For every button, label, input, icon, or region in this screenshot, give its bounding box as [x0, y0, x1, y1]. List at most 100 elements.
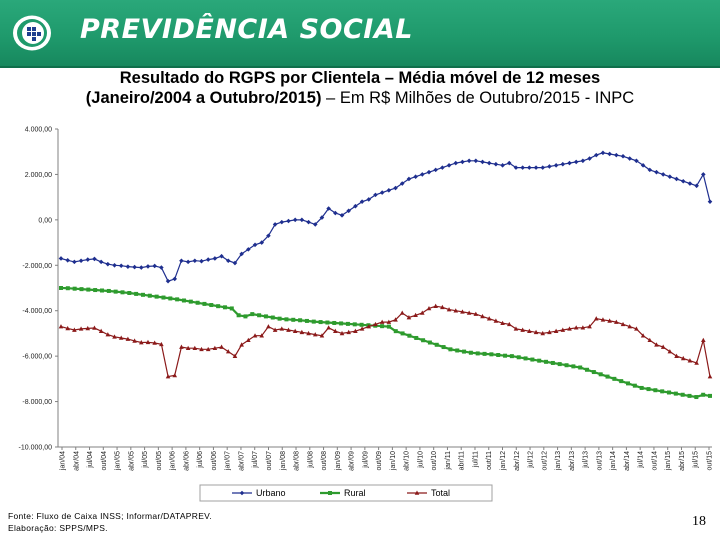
x-tick-label: abr/07	[238, 451, 245, 471]
data-point-urbano	[379, 190, 385, 195]
data-point-urbano	[192, 258, 198, 264]
footer-credit: Elaboração: SPPS/MPS.	[8, 523, 108, 533]
data-point-rural	[120, 290, 125, 295]
data-point-total	[78, 326, 84, 331]
data-point-urbano	[419, 172, 425, 177]
y-tick-label: 0,00	[38, 217, 52, 224]
data-point-rural	[59, 286, 63, 290]
data-point-rural	[605, 374, 610, 379]
data-point-rural	[482, 351, 487, 356]
chart-title-units: – Em R$ Milhões de Outubro/2015 - INPC	[321, 89, 635, 107]
data-point-total	[232, 353, 238, 358]
data-point-total	[145, 339, 151, 345]
x-tick-label: abr/11	[459, 451, 466, 470]
data-point-total	[580, 325, 586, 330]
y-tick-label: -4.000,00	[22, 308, 52, 315]
data-point-urbano	[259, 240, 265, 245]
data-point-rural	[202, 301, 207, 306]
data-point-rural	[277, 316, 282, 321]
data-point-total	[339, 330, 345, 336]
data-point-urbano	[587, 156, 592, 161]
data-point-urbano	[179, 258, 184, 264]
data-point-total	[426, 305, 432, 311]
data-point-urbano	[667, 174, 673, 179]
x-tick-label: jul/08	[307, 451, 314, 469]
x-tick-label: abr/12	[514, 451, 521, 471]
data-point-rural	[250, 312, 255, 317]
data-point-rural	[229, 306, 234, 311]
data-point-rural	[270, 315, 275, 320]
data-point-rural	[667, 390, 672, 395]
data-point-total	[353, 328, 358, 333]
data-point-urbano	[205, 257, 211, 262]
data-point-total	[680, 355, 686, 361]
data-point-rural	[557, 362, 562, 367]
data-point-total	[212, 345, 218, 350]
data-point-rural	[168, 296, 173, 301]
data-point-total	[600, 317, 606, 322]
data-point-total	[647, 337, 653, 343]
data-point-total	[259, 333, 265, 338]
data-point-rural	[86, 287, 91, 292]
legend-label-total: Total	[431, 488, 450, 498]
data-point-urbano	[225, 258, 231, 264]
data-point-total	[286, 327, 291, 332]
x-tick-label: jul/11	[472, 451, 479, 468]
x-tick-label: jul/05	[142, 451, 149, 469]
legend-label-urbano: Urbano	[256, 488, 286, 498]
data-point-urbano	[614, 152, 619, 158]
chart-axes	[57, 129, 712, 448]
data-point-total	[406, 315, 412, 320]
data-point-urbano	[567, 160, 572, 166]
data-point-urbano	[118, 263, 124, 269]
data-point-total	[366, 324, 372, 329]
footer-source: Fonte: Fluxo de Caixa INSS; Informar/DAT…	[8, 511, 213, 521]
data-point-urbano	[199, 258, 204, 264]
x-tick-label: jan/05	[115, 451, 122, 471]
data-point-rural	[380, 324, 385, 329]
data-point-total	[72, 327, 77, 332]
x-tick-label: out/07	[266, 451, 273, 471]
y-tick-label: -2.000,00	[22, 263, 52, 270]
data-point-urbano	[560, 161, 566, 167]
series-urbano	[58, 150, 713, 284]
data-point-rural	[414, 335, 419, 340]
data-point-urbano	[593, 152, 599, 158]
data-point-rural	[434, 342, 439, 347]
data-point-rural	[127, 290, 132, 295]
data-point-rural	[161, 295, 166, 300]
legend-marker-total	[414, 490, 420, 495]
data-point-total	[393, 317, 398, 322]
data-point-total	[319, 333, 325, 338]
data-point-urbano	[232, 260, 238, 266]
data-point-urbano	[145, 264, 151, 269]
data-point-total	[701, 337, 706, 343]
data-point-total	[480, 313, 485, 319]
data-point-rural	[352, 322, 357, 327]
data-point-total	[159, 341, 164, 347]
data-point-total	[112, 334, 117, 339]
data-point-rural	[687, 393, 692, 398]
data-point-urbano	[65, 257, 70, 263]
x-tick-label: jul/13	[583, 451, 590, 469]
x-tick-label: jan/08	[280, 451, 287, 471]
x-tick-label: abr/09	[349, 451, 356, 471]
legend-marker-rural	[328, 491, 332, 495]
data-point-urbano	[219, 253, 224, 259]
data-point-urbano	[286, 218, 291, 224]
data-point-rural	[175, 297, 180, 302]
data-point-total	[138, 340, 144, 345]
data-point-total	[413, 312, 418, 318]
x-tick-label: jul/15	[693, 451, 700, 469]
data-point-total	[219, 344, 224, 349]
data-point-urbano	[446, 163, 452, 168]
data-point-rural	[134, 291, 139, 296]
data-point-total	[573, 325, 579, 330]
data-point-rural	[65, 286, 70, 291]
data-point-urbano	[406, 176, 412, 182]
header-banner: PREVIDÊNCIA SOCIAL	[0, 0, 720, 66]
data-point-urbano	[279, 219, 285, 225]
data-point-rural	[181, 298, 186, 303]
x-tick-label: jan/12	[500, 451, 507, 471]
data-point-urbano	[373, 192, 378, 198]
